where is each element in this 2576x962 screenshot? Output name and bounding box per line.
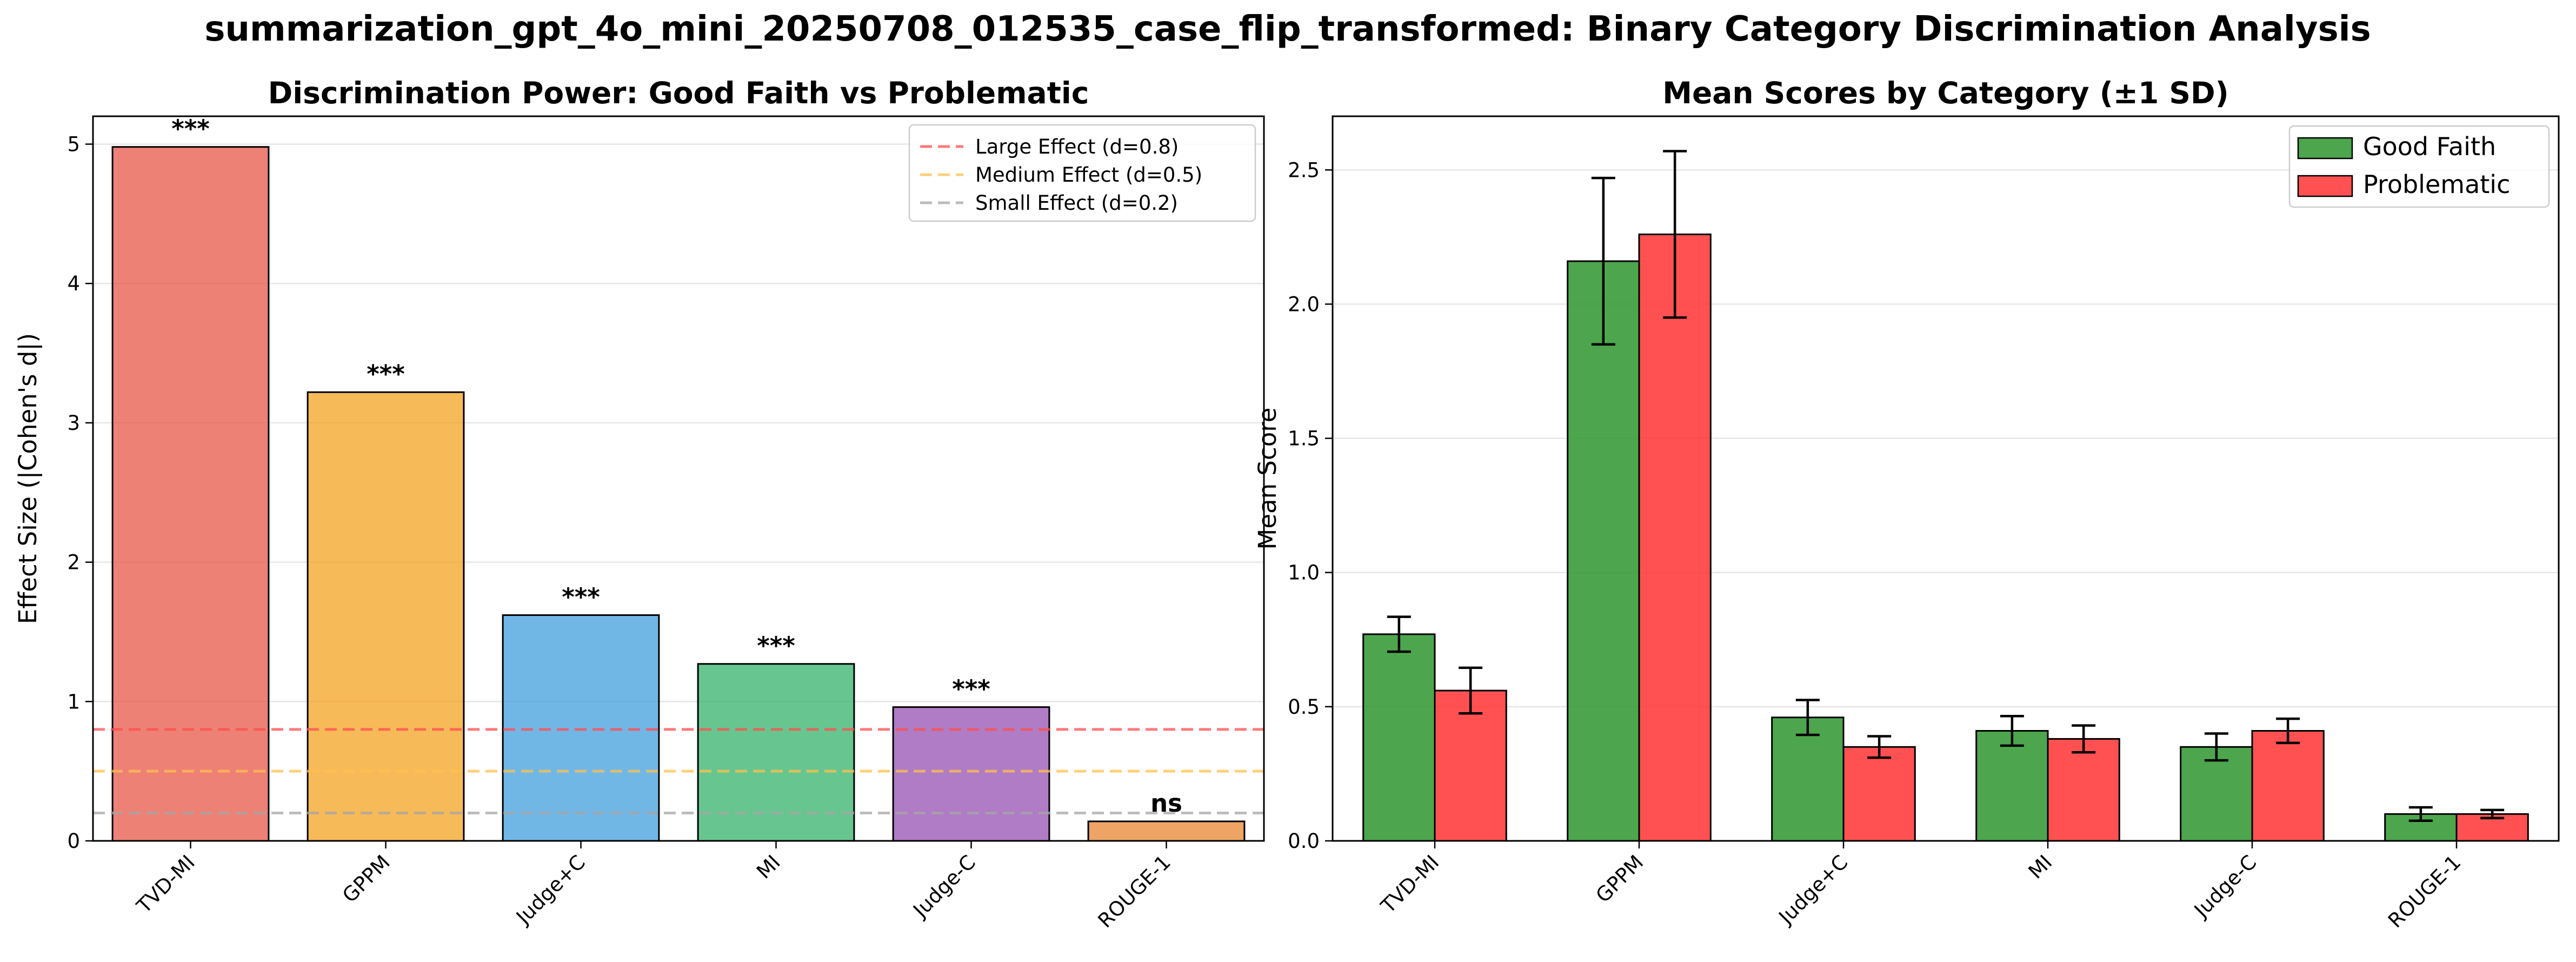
significance-label-judge-c: *** [562,583,600,612]
right-ytick-label: 0.0 [1288,830,1320,853]
series-legend: Good Faith Problematic [2288,125,2550,208]
bar-judge-c [502,614,660,842]
effect-legend-box [908,124,1256,222]
legend-label-small-effect-d-0-2: Small Effect (d=0.2) [975,191,1178,215]
bar-judge-c [892,706,1050,842]
bar-rouge-1 [1087,820,1246,842]
bar-problematic-mi [2047,738,2120,842]
bar-problematic-judge-c [1842,746,1916,842]
significance-label-tvd-mi: *** [171,115,210,143]
mean-scores-chart: 0.0 0.5 1.0 1.5 2.0 2.5 Mean Scores by Categor… [1253,76,2560,932]
right-ylabel: Mean Score [1253,408,1282,550]
error-bar-good-faith-tvd-mi [1387,615,1411,653]
significance-label-judge-c: *** [952,675,990,704]
left-ytick-label: 1 [67,690,80,713]
left-frame [92,115,1265,842]
series-legend-box [2288,125,2550,208]
left-ytick-label: 3 [67,412,80,435]
bar-good-faith-mi [1975,730,2049,842]
bar-problematic-judge-c [2251,730,2325,842]
error-bar-problematic-judge-c [1867,735,1892,759]
error-bar-good-faith-mi [2000,714,2024,747]
effect-size-chart: 0 1 2 3 4 5 Discrimination Power: Good Faith v… [14,76,1265,932]
right-ytick-label: 2.5 [1288,158,1320,182]
bar-tvd-mi [111,146,270,842]
right-frame [1332,115,2560,842]
bar-good-faith-tvd-mi [1362,633,1436,842]
significance-label-gppm: *** [367,360,405,388]
legend-label-medium-effect-d-0-5: Medium Effect (d=0.5) [975,163,1202,187]
right-ytick-label: 1.5 [1288,427,1320,450]
bar-mi [697,663,855,842]
left-ytick-label: 0 [67,830,80,853]
effect-legend: Large Effect (d=0.8) Medium Effect (d=0.5… [908,124,1256,222]
error-bar-problematic-rouge-1 [2480,808,2505,820]
bar-problematic-tvd-mi [1434,689,1507,842]
error-bar-good-faith-judge-c [1795,699,1820,737]
right-title: Mean Scores by Category (±1 SD) [1662,76,2229,110]
right-ytick-label: 2.0 [1288,293,1320,316]
legend-label-good-faith: Good Faith [2363,132,2496,161]
left-ylabel: Effect Size (|Cohen's d|) [14,333,42,624]
legend-label-large-effect-d-0-8: Large Effect (d=0.8) [975,135,1179,158]
legend-swatch-problematic [2297,175,2353,197]
bar-problematic-gppm [1638,233,1712,842]
left-title: Discrimination Power: Good Faith vs Prob… [268,76,1089,110]
bar-good-faith-gppm [1567,260,1640,842]
right-ytick-label: 0.5 [1288,695,1320,719]
legend-label-problematic: Problematic [2363,170,2510,199]
error-bar-problematic-mi [2072,724,2096,754]
error-bar-good-faith-gppm [1591,176,1615,346]
error-bar-problematic-gppm [1663,150,1687,319]
error-bar-good-faith-rouge-1 [2408,806,2433,822]
error-bar-good-faith-judge-c [2204,732,2228,762]
error-bar-problematic-tvd-mi [1459,666,1483,715]
bar-gppm [307,391,465,842]
left-ytick-label: 4 [67,272,80,295]
left-ytick-label: 5 [67,133,80,156]
legend-swatch-good-faith [2297,137,2353,160]
figure-suptitle: summarization_gpt_4o_mini_20250708_01253… [204,9,2371,49]
significance-label-mi: *** [757,632,795,660]
right-ytick-label: 1.0 [1288,561,1320,585]
error-bar-problematic-judge-c [2276,717,2300,745]
left-ytick-label: 2 [67,551,80,574]
